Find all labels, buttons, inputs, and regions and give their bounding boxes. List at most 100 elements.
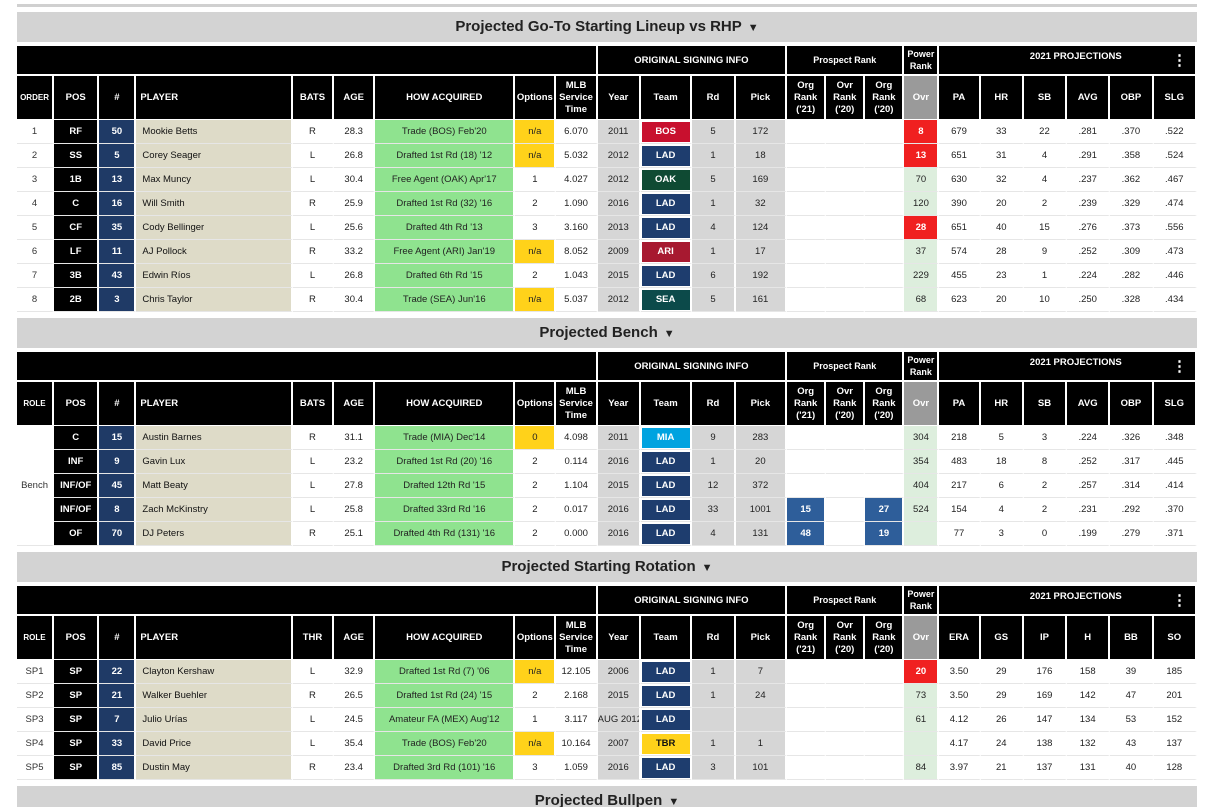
col-proj-header[interactable]: PA xyxy=(939,382,981,426)
col-team-header[interactable]: Team xyxy=(640,76,693,120)
col-proj-header[interactable]: OBP xyxy=(1110,76,1154,120)
col-proj-header[interactable]: H xyxy=(1067,616,1111,660)
table-row[interactable]: 7 3B 43 Edwin Ríos L 26.8 Drafted 6th Rd '15 2 1… xyxy=(17,264,1197,288)
col-options-header[interactable]: Options xyxy=(515,616,557,660)
more-menu-icon[interactable]: ⋮ xyxy=(1172,592,1187,609)
col-org-rank-20-header[interactable]: Org Rank ('20) xyxy=(865,76,905,120)
col-pick-header[interactable]: Pick xyxy=(735,76,788,120)
col-proj-header[interactable]: IP xyxy=(1023,616,1068,660)
player-name[interactable]: David Price xyxy=(136,732,293,756)
player-name[interactable]: Corey Seager xyxy=(136,144,293,168)
chevron-down-icon[interactable]: ▼ xyxy=(668,796,680,807)
col-round-header[interactable]: Rd xyxy=(692,382,736,426)
chevron-down-icon[interactable]: ▼ xyxy=(747,22,759,34)
table-row[interactable]: 8 2B 3 Chris Taylor R 30.4 Trade (SEA) Jun'16 n… xyxy=(17,288,1197,312)
table-row[interactable]: 5 CF 35 Cody Bellinger L 25.6 Drafted 4th Rd '… xyxy=(17,216,1197,240)
col-org-rank-21-header[interactable]: Org Rank ('21) xyxy=(787,76,827,120)
section-header-bullpen[interactable]: Projected Bullpen ▼ xyxy=(17,786,1197,807)
col-proj-header[interactable]: SB xyxy=(1023,76,1068,120)
table-row[interactable]: Bench C 15 Austin Barnes R 31.1 Trade (MIA) De… xyxy=(17,426,1197,546)
col-ovr-rank-20-header[interactable]: Ovr Rank ('20) xyxy=(826,382,866,426)
col-player-header[interactable]: PLAYER xyxy=(136,616,293,660)
col-proj-header[interactable]: HR xyxy=(980,382,1024,426)
col-pos-header[interactable]: POS xyxy=(54,382,100,426)
col-proj-header[interactable]: AVG xyxy=(1067,382,1111,426)
player-name[interactable]: Gavin Lux xyxy=(136,450,293,474)
col-proj-header[interactable]: SLG xyxy=(1153,76,1197,120)
col-proj-header[interactable]: SB xyxy=(1023,382,1068,426)
col-options-header[interactable]: Options xyxy=(515,382,557,426)
section-header-lineup[interactable]: Projected Go-To Starting Lineup vs RHP ▼ xyxy=(17,12,1197,42)
col-proj-header[interactable]: BB xyxy=(1110,616,1154,660)
col-player-header[interactable]: PLAYER xyxy=(136,76,293,120)
player-name[interactable]: Zach McKinstry xyxy=(136,498,293,522)
table-row[interactable]: 4 C 16 Will Smith R 25.9 Drafted 1st Rd (32) '… xyxy=(17,192,1197,216)
col-proj-header[interactable]: OBP xyxy=(1110,382,1154,426)
col-ovr-header[interactable]: Ovr xyxy=(904,616,940,660)
col-ovr-header[interactable]: Ovr xyxy=(904,382,940,426)
col-org-rank-21-header[interactable]: Org Rank ('21) xyxy=(787,616,827,660)
col-org-rank-21-header[interactable]: Org Rank ('21) xyxy=(787,382,827,426)
col-service-time-header[interactable]: MLB Service Time xyxy=(556,76,598,120)
player-name[interactable]: AJ Pollock xyxy=(136,240,293,264)
col-org-rank-20-header[interactable]: Org Rank ('20) xyxy=(865,616,905,660)
chevron-down-icon[interactable]: ▼ xyxy=(701,562,713,574)
table-row[interactable]: 3 1B 13 Max Muncy L 30.4 Free Agent (OAK) Apr'… xyxy=(17,168,1197,192)
player-name[interactable]: Mookie Betts xyxy=(136,120,293,144)
table-row[interactable]: 2 SS 5 Corey Seager L 26.8 Drafted 1st Rd (18)… xyxy=(17,144,1197,168)
col-age-header[interactable]: AGE xyxy=(334,616,376,660)
player-name[interactable]: Matt Beaty xyxy=(136,474,293,498)
col-player-header[interactable]: PLAYER xyxy=(136,382,293,426)
more-menu-icon[interactable]: ⋮ xyxy=(1172,358,1187,375)
table-row[interactable]: SP2 SP 21 Walker Buehler R 26.5 Drafted 1st Rd… xyxy=(17,684,1197,708)
col-number-header[interactable]: # xyxy=(99,616,137,660)
col-ovr-header[interactable]: Ovr xyxy=(904,76,940,120)
col-acquired-header[interactable]: HOW ACQUIRED xyxy=(375,76,516,120)
col-year-header[interactable]: Year xyxy=(597,76,641,120)
player-name[interactable]: Clayton Kershaw xyxy=(136,660,293,684)
col-round-header[interactable]: Rd xyxy=(692,616,736,660)
player-name[interactable]: Cody Bellinger xyxy=(136,216,293,240)
col-acquired-header[interactable]: HOW ACQUIRED xyxy=(375,382,516,426)
col-options-header[interactable]: Options xyxy=(515,76,557,120)
table-row[interactable]: SP4 SP 33 David Price L 35.4 Trade (BOS) Feb'2… xyxy=(17,732,1197,756)
col-acquired-header[interactable]: HOW ACQUIRED xyxy=(375,616,516,660)
col-round-header[interactable]: Rd xyxy=(692,76,736,120)
col-proj-header[interactable]: SLG xyxy=(1153,382,1197,426)
player-name[interactable]: Max Muncy xyxy=(136,168,293,192)
player-name[interactable]: Julio Urías xyxy=(136,708,293,732)
table-row[interactable]: SP5 SP 85 Dustin May R 23.4 Drafted 3rd Rd (10… xyxy=(17,756,1197,780)
col-service-time-header[interactable]: MLB Service Time xyxy=(556,616,598,660)
col-proj-header[interactable]: GS xyxy=(980,616,1024,660)
col-bats-header[interactable]: BATS xyxy=(292,76,335,120)
section-header-rotation[interactable]: Projected Starting Rotation ▼ xyxy=(17,552,1197,582)
col-year-header[interactable]: Year xyxy=(597,382,641,426)
player-name[interactable]: Edwin Ríos xyxy=(136,264,293,288)
table-row[interactable]: SP3 SP 7 Julio Urías L 24.5 Amateur FA (MEX) A… xyxy=(17,708,1197,732)
col-age-header[interactable]: AGE xyxy=(334,76,376,120)
player-name[interactable]: Chris Taylor xyxy=(136,288,293,312)
col-pos-header[interactable]: POS xyxy=(54,616,100,660)
col-proj-header[interactable]: PA xyxy=(939,76,981,120)
col-ovr-rank-20-header[interactable]: Ovr Rank ('20) xyxy=(826,76,866,120)
col-team-header[interactable]: Team xyxy=(640,382,693,426)
col-year-header[interactable]: Year xyxy=(597,616,641,660)
col-proj-header[interactable]: AVG xyxy=(1067,76,1111,120)
table-row[interactable]: INF/OF 8 Zach McKinstry L 25.8 Drafted 33rd R… xyxy=(17,498,1197,522)
table-row[interactable]: INF/OF 45 Matt Beaty L 27.8 Drafted 12th Rd '… xyxy=(17,474,1197,498)
col-order-header[interactable]: ORDER xyxy=(17,76,55,120)
col-team-header[interactable]: Team xyxy=(640,616,693,660)
player-name[interactable]: Dustin May xyxy=(136,756,293,780)
col-service-time-header[interactable]: MLB Service Time xyxy=(556,382,598,426)
chevron-down-icon[interactable]: ▼ xyxy=(663,328,675,340)
table-row[interactable]: INF 9 Gavin Lux L 23.2 Drafted 1st Rd (20) '1… xyxy=(17,450,1197,474)
table-row[interactable]: OF 70 DJ Peters R 25.1 Drafted 4th Rd (131) '… xyxy=(17,522,1197,546)
table-row[interactable]: SP1 SP 22 Clayton Kershaw L 32.9 Drafted 1st R… xyxy=(17,660,1197,684)
table-row[interactable]: 1 RF 50 Mookie Betts R 28.3 Trade (BOS) Feb'20… xyxy=(17,120,1197,144)
col-pick-header[interactable]: Pick xyxy=(735,616,788,660)
col-proj-header[interactable]: SO xyxy=(1153,616,1197,660)
col-number-header[interactable]: # xyxy=(99,382,137,426)
col-org-rank-20-header[interactable]: Org Rank ('20) xyxy=(865,382,905,426)
col-proj-header[interactable]: ERA xyxy=(939,616,981,660)
player-name[interactable]: DJ Peters xyxy=(136,522,293,546)
